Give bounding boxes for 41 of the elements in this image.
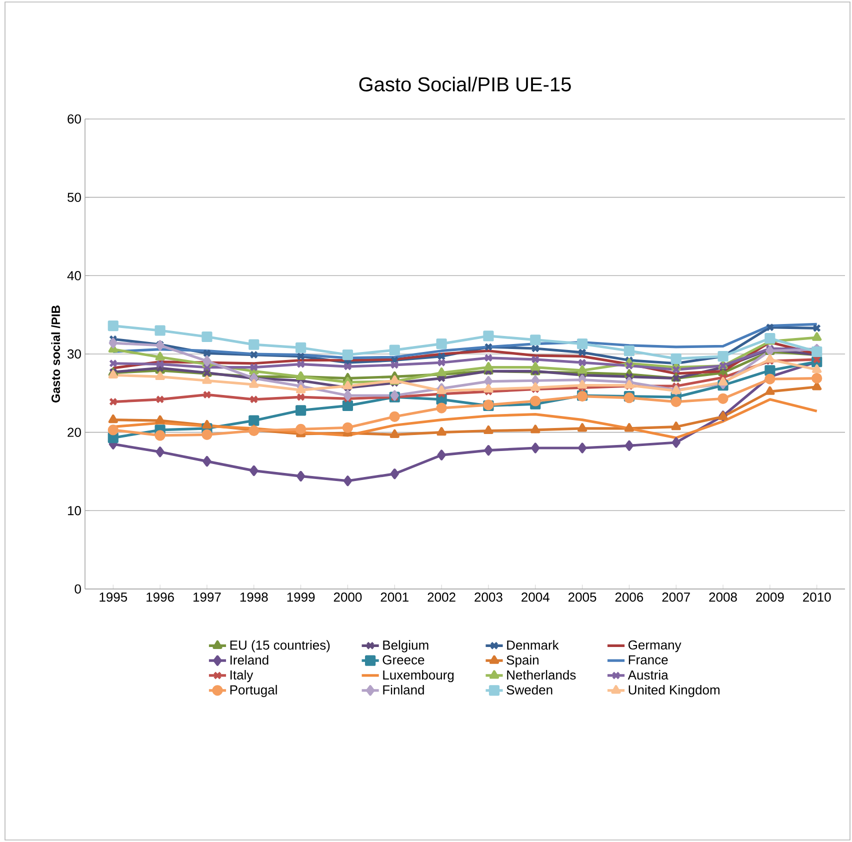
x-tick-label: 2003: [474, 592, 502, 602]
y-tick-label: 40: [67, 271, 81, 280]
y-tick-label: 50: [68, 192, 81, 202]
x-tick-label: 1996: [146, 592, 174, 602]
legend-label: Finland: [383, 684, 424, 694]
x-tick-label: 2009: [756, 592, 784, 602]
legend-label: EU (15 countries): [230, 640, 330, 652]
legend-label: Sweden: [506, 684, 552, 694]
legend-label: Ireland: [230, 655, 268, 665]
y-tick-label: 20: [68, 428, 81, 437]
x-tick-label: 2008: [709, 592, 737, 602]
x-tick-label: 1997: [194, 592, 221, 602]
y-tick-label: 30: [68, 349, 81, 359]
legend-label: Austria: [628, 670, 668, 680]
legend-label: Luxembourg: [383, 670, 454, 682]
legend-label: United Kingdom: [628, 684, 720, 698]
x-tick-label: 2007: [662, 592, 690, 602]
legend-label: Spain: [506, 655, 538, 668]
y-tick-label: 60: [68, 114, 81, 124]
x-tick-label: 2000: [334, 592, 362, 602]
legend-label: Belgium: [383, 640, 428, 652]
legend-label: Greece: [382, 655, 424, 664]
x-tick-label: 2010: [803, 592, 831, 602]
y-tick-label: 0: [74, 584, 81, 594]
y-tick-label: 10: [68, 506, 81, 516]
x-tick-label: 2006: [615, 592, 644, 602]
x-tick-label: 1995: [100, 592, 128, 602]
x-tick-label: 2001: [380, 592, 408, 602]
legend-label: France: [628, 655, 668, 664]
legend-label: Portugal: [230, 684, 277, 698]
legend-label: Germany: [628, 640, 682, 652]
chart-title: Gasto Social/PIB UE-15: [359, 76, 571, 92]
y-axis-title: Gasto social /PIB: [51, 306, 60, 403]
x-tick-label: 2004: [522, 592, 550, 602]
x-tick-label: 2002: [428, 592, 456, 602]
x-tick-label: 1998: [240, 592, 268, 602]
legend-label: Netherlands: [507, 670, 576, 680]
x-tick-label: 1999: [287, 592, 315, 602]
x-tick-label: 2005: [568, 592, 596, 602]
legend-label: Italy: [230, 670, 254, 682]
legend-label: Denmark: [507, 640, 559, 650]
